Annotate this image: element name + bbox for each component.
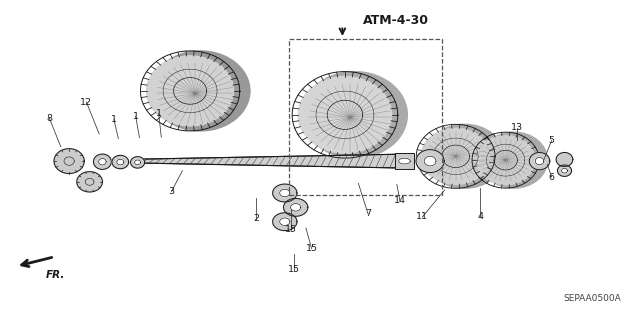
Polygon shape bbox=[273, 213, 297, 231]
Text: 3: 3 bbox=[168, 187, 175, 196]
Ellipse shape bbox=[147, 56, 234, 126]
Text: SEPAA0500A: SEPAA0500A bbox=[563, 294, 621, 303]
Ellipse shape bbox=[481, 132, 547, 188]
Text: 1: 1 bbox=[156, 109, 162, 118]
Bar bbox=[395, 153, 414, 169]
Text: 7: 7 bbox=[365, 209, 371, 218]
Ellipse shape bbox=[421, 128, 490, 184]
Polygon shape bbox=[138, 154, 406, 168]
Polygon shape bbox=[280, 218, 290, 226]
Text: FR.: FR. bbox=[46, 270, 65, 279]
Text: 1: 1 bbox=[132, 112, 139, 121]
Bar bbox=[289, 39, 442, 195]
Text: 14: 14 bbox=[394, 197, 406, 205]
Polygon shape bbox=[529, 152, 550, 170]
Polygon shape bbox=[424, 156, 436, 166]
Text: 13: 13 bbox=[511, 123, 523, 132]
Text: 6: 6 bbox=[548, 173, 555, 182]
Polygon shape bbox=[77, 172, 102, 192]
Ellipse shape bbox=[476, 136, 535, 185]
Polygon shape bbox=[280, 189, 290, 197]
Polygon shape bbox=[556, 152, 573, 167]
Text: 15: 15 bbox=[289, 265, 300, 274]
Text: ATM-4-30: ATM-4-30 bbox=[362, 14, 429, 27]
Text: 8: 8 bbox=[46, 114, 52, 122]
Text: 1: 1 bbox=[111, 115, 117, 124]
Ellipse shape bbox=[302, 71, 407, 158]
Polygon shape bbox=[284, 198, 308, 216]
Polygon shape bbox=[134, 160, 141, 165]
Text: 12: 12 bbox=[81, 98, 92, 107]
Polygon shape bbox=[291, 204, 301, 211]
Polygon shape bbox=[561, 168, 568, 173]
Text: 4: 4 bbox=[477, 212, 483, 221]
Text: 11: 11 bbox=[417, 212, 428, 221]
Polygon shape bbox=[399, 158, 410, 164]
Polygon shape bbox=[131, 157, 145, 168]
Polygon shape bbox=[273, 184, 297, 202]
Polygon shape bbox=[54, 149, 84, 174]
Ellipse shape bbox=[425, 124, 504, 188]
Polygon shape bbox=[117, 159, 124, 165]
Text: 15: 15 bbox=[285, 225, 297, 234]
Polygon shape bbox=[535, 158, 544, 165]
Ellipse shape bbox=[298, 77, 392, 153]
Polygon shape bbox=[557, 165, 572, 176]
Polygon shape bbox=[112, 155, 129, 169]
Text: 5: 5 bbox=[548, 136, 555, 145]
Text: 2: 2 bbox=[253, 214, 259, 223]
Ellipse shape bbox=[150, 51, 250, 131]
Text: 15: 15 bbox=[306, 244, 317, 253]
Polygon shape bbox=[99, 159, 106, 165]
Polygon shape bbox=[416, 150, 444, 173]
Polygon shape bbox=[93, 154, 111, 169]
